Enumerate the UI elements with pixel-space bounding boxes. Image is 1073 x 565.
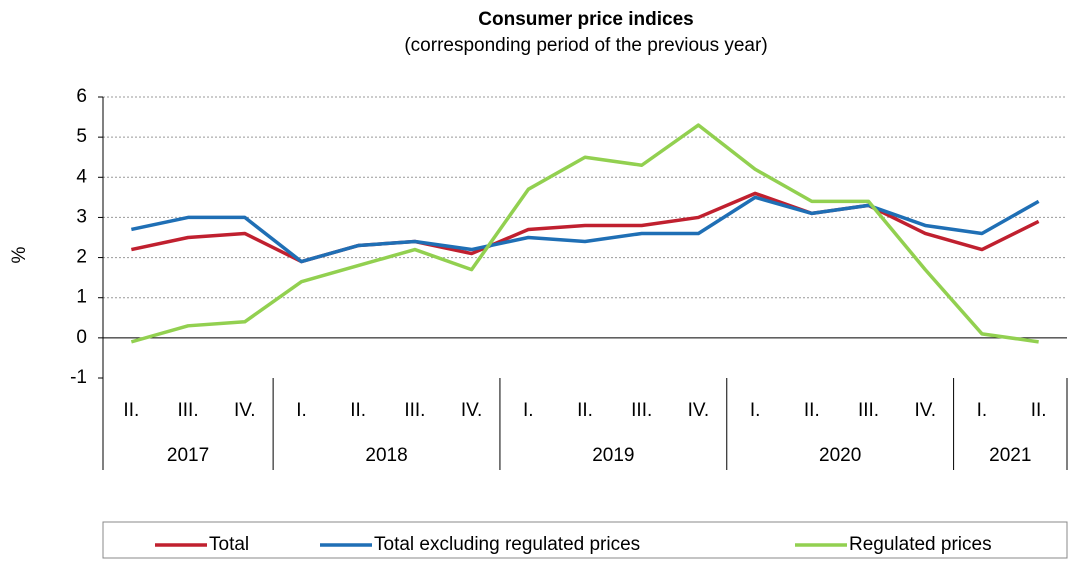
chart-subtitle: (corresponding period of the previous ye… <box>404 35 767 56</box>
legend-label: Total excluding regulated prices <box>374 534 640 555</box>
x-tick-label: III. <box>177 400 198 421</box>
group-label: 2019 <box>592 445 634 466</box>
x-tick-label: II. <box>577 400 593 421</box>
y-tick-label: -1 <box>70 367 87 388</box>
x-tick-label: IV. <box>234 400 256 421</box>
x-tick-label: II. <box>123 400 139 421</box>
group-label: 2020 <box>819 445 861 466</box>
chart-title: Consumer price indices <box>478 9 693 30</box>
legend-label: Regulated prices <box>849 534 992 555</box>
legend-label: Total <box>209 534 249 555</box>
y-tick-label: 1 <box>76 287 87 308</box>
x-tick-label: II. <box>1031 400 1047 421</box>
x-tick-label: I. <box>296 400 307 421</box>
legend-box <box>102 521 1068 559</box>
x-tick-label: I. <box>523 400 534 421</box>
x-tick-label: IV. <box>461 400 483 421</box>
group-label: 2017 <box>167 445 209 466</box>
group-label: 2021 <box>989 445 1031 466</box>
y-tick-label: 5 <box>76 126 87 147</box>
x-tick-label: I. <box>750 400 761 421</box>
x-tick-label: III. <box>631 400 652 421</box>
y-tick-label: 3 <box>76 206 87 227</box>
y-tick-label: 2 <box>76 247 87 268</box>
x-tick-label: II. <box>350 400 366 421</box>
series-line <box>130 123 1039 344</box>
x-tick-label: II. <box>804 400 820 421</box>
x-tick-label: III. <box>404 400 425 421</box>
y-axis-label: % <box>9 246 30 263</box>
x-tick-label: IV. <box>688 400 710 421</box>
series-line <box>130 195 1040 264</box>
x-tick-label: III. <box>858 400 879 421</box>
y-tick-label: 4 <box>76 166 87 187</box>
group-label: 2018 <box>365 445 407 466</box>
series-line <box>130 191 1040 264</box>
y-tick-label: 6 <box>76 86 87 107</box>
y-tick-label: 0 <box>76 327 87 348</box>
x-tick-label: I. <box>977 400 988 421</box>
x-tick-label: IV. <box>914 400 936 421</box>
